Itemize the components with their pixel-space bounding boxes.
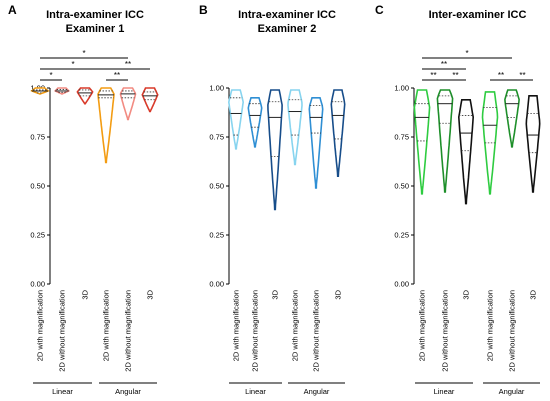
group-label: Angular (304, 387, 330, 396)
panel-title: Examiner 2 (258, 23, 317, 35)
violin (330, 89, 346, 177)
violin-body (457, 99, 475, 205)
violin-body (330, 89, 346, 177)
y-tick-label: 0.25 (394, 231, 409, 240)
violin (308, 97, 324, 189)
significance-label: ** (519, 71, 525, 80)
category-label: 2D with magnification (291, 290, 300, 361)
violin-body (247, 97, 263, 148)
y-tick-label: 0.50 (209, 182, 224, 191)
category-label: 2D without magnification (58, 290, 67, 372)
panel-c: C Inter-examiner ICC 0.00 0.25 0.50 0.75 1.00 2… (375, 3, 541, 396)
group-label: Linear (245, 387, 266, 396)
panel-letter: B (199, 3, 208, 17)
panel-title: Intra-examiner ICC (46, 9, 144, 21)
group-label: Linear (52, 387, 73, 396)
violin-body (267, 89, 283, 211)
violin (141, 87, 159, 113)
violin (30, 87, 50, 95)
violin (97, 87, 115, 164)
significance-label: * (82, 49, 85, 58)
significance-label: ** (498, 71, 504, 80)
violin (119, 87, 137, 121)
violin-body (227, 89, 245, 150)
violin (504, 89, 520, 148)
y-tick-label: 0.25 (209, 231, 224, 240)
category-label: 3D (81, 289, 90, 299)
y-tick-label: 1.00 (209, 84, 224, 93)
category-label: 2D without magnification (441, 290, 450, 372)
category-label: 3D (529, 289, 538, 299)
category-label: 2D with magnification (232, 290, 241, 361)
panel-title: Intra-examiner ICC (238, 9, 336, 21)
category-label: 2D without magnification (124, 290, 133, 372)
panel-title: Inter-examiner ICC (429, 9, 527, 21)
violin (53, 87, 71, 95)
violin-body (308, 97, 324, 189)
category-label: 3D (334, 289, 343, 299)
violin-body (481, 91, 499, 195)
category-label: 2D with magnification (486, 290, 495, 361)
significance-label: * (49, 71, 52, 80)
violin-body (287, 89, 303, 166)
y-tick-label: 0.00 (394, 280, 409, 289)
y-tick-label: 0.00 (30, 280, 45, 289)
panel-letter: C (375, 3, 384, 17)
group-label: Linear (434, 387, 455, 396)
violin (76, 87, 94, 105)
y-tick-label: 0.50 (394, 182, 409, 191)
violin (481, 91, 499, 195)
panel-a: A Intra-examiner ICC Examiner 1 0.00 0.25 0.5… (8, 3, 159, 396)
y-tick-label: 0.25 (30, 231, 45, 240)
violin (413, 89, 431, 195)
violin-body (413, 89, 431, 195)
panel-b: B Intra-examiner ICC Examiner 2 0.00 0.25 0.5… (199, 3, 346, 396)
category-label: 3D (146, 289, 155, 299)
violin-body (76, 87, 94, 105)
violin (287, 89, 303, 166)
category-label: 3D (462, 289, 471, 299)
category-label: 3D (271, 289, 280, 299)
group-label: Angular (115, 387, 141, 396)
category-label: 2D without magnification (312, 290, 321, 372)
panel-title: Examiner 1 (66, 23, 125, 35)
violin (247, 97, 263, 148)
violin-body (525, 95, 541, 193)
violin-body (119, 87, 137, 121)
y-tick-label: 0.50 (30, 182, 45, 191)
significance-label: ** (125, 60, 131, 69)
violin-body (436, 89, 454, 193)
violin (457, 99, 475, 205)
category-label: 2D without magnification (508, 290, 517, 372)
violin-body (504, 89, 520, 148)
category-label: 2D with magnification (418, 290, 427, 361)
violin-body (97, 87, 115, 164)
violin (227, 89, 245, 150)
group-label: Angular (499, 387, 525, 396)
category-label: 2D without magnification (251, 290, 260, 372)
panel-letter: A (8, 3, 17, 17)
violin (436, 89, 454, 193)
y-tick-label: 1.00 (394, 84, 409, 93)
significance-label: ** (441, 60, 447, 69)
category-label: 2D with magnification (36, 290, 45, 361)
significance-label: * (71, 60, 74, 69)
violin-body (141, 87, 159, 113)
significance-label: ** (114, 71, 120, 80)
y-tick-label: 0.00 (209, 280, 224, 289)
significance-label: ** (430, 71, 436, 80)
category-label: 2D with magnification (102, 290, 111, 361)
y-tick-label: 0.75 (394, 133, 409, 142)
y-tick-label: 0.75 (209, 133, 224, 142)
violin (525, 95, 541, 193)
y-tick-label: 0.75 (30, 133, 45, 142)
violin (267, 89, 283, 211)
significance-label: * (465, 49, 468, 58)
significance-label: ** (452, 71, 458, 80)
